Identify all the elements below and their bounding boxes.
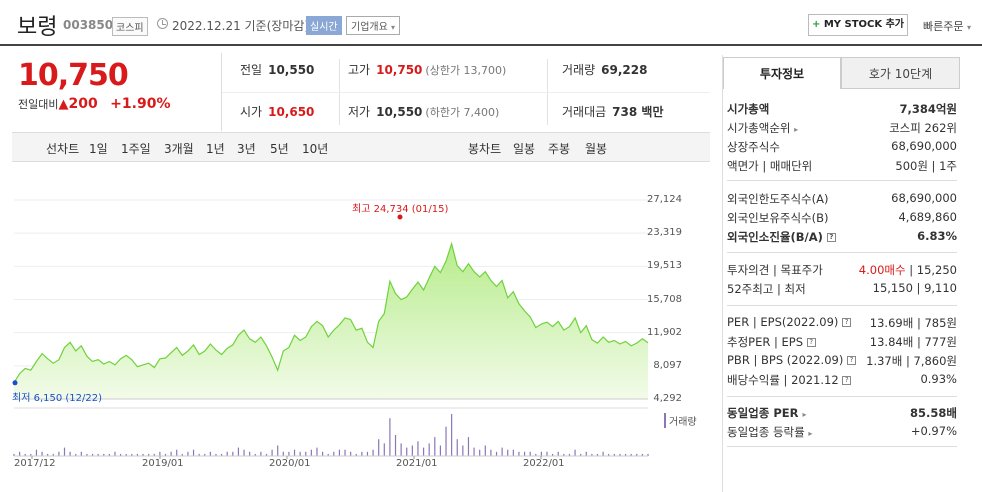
trade-amount: 거래대금 738 백만 <box>562 105 664 119</box>
line-chart-label: 선차트 <box>46 142 80 156</box>
help-icon: ? <box>826 233 836 242</box>
prev-close: 전일 10,550 <box>240 63 315 77</box>
company-info-dropdown[interactable]: 기업개요 ▾ <box>346 16 401 35</box>
y-tick-label: 15,708 <box>647 293 682 305</box>
plus-icon: + <box>811 19 821 30</box>
dividend-row[interactable]: 배당수익률 | 2021.12 ? 0.93% <box>727 372 957 387</box>
candle-tab-2[interactable]: 월봉 <box>585 142 608 156</box>
stock-code: 003850 <box>63 18 114 32</box>
chevron-right-icon: ▸ <box>794 125 799 134</box>
company-info-label: 기업개요 <box>351 22 388 33</box>
volume: 거래량 69,228 <box>562 63 648 77</box>
clock-icon <box>157 18 168 29</box>
change-label: 전일대비 <box>18 98 59 111</box>
y-tick-label: 4,292 <box>653 393 682 404</box>
base-date: 2022.12.21 기준(장마감) <box>172 19 310 33</box>
help-icon: ? <box>806 338 816 347</box>
y-tick-label: 27,124 <box>647 194 682 205</box>
x-tick-label: 2017/12 <box>14 458 56 469</box>
w52-row: 52주최고 | 최저 15,150 | 9,110 <box>727 281 957 296</box>
right-panel <box>722 55 962 492</box>
change-percent: +1.90% <box>110 96 171 112</box>
high-price: 고가 10,750 (상한가 13,700) <box>348 63 507 77</box>
price-box <box>12 53 222 131</box>
stock-header <box>0 0 982 46</box>
x-tick-label: 2022/01 <box>523 458 565 469</box>
max-label: 최고 24,734 (01/15) <box>352 204 449 215</box>
y-tick-label: 19,513 <box>647 260 682 272</box>
peer-rate-row[interactable]: 동일업종 등락률 ▸ +0.97% <box>727 424 957 439</box>
chart-tab-bar <box>12 132 710 162</box>
my-stock-add-button[interactable]: + MY STOCK 추가 <box>808 14 908 36</box>
period-tab-3[interactable]: 1년 <box>206 142 225 156</box>
current-price: 10,750 <box>18 58 129 93</box>
cap-rank-row[interactable]: 시가총액순위 ▸ 코스피 262위 <box>727 121 957 135</box>
stock-name: 보령 <box>17 15 58 40</box>
tab-invest-info[interactable]: 투자정보 <box>723 57 841 89</box>
period-tab-5[interactable]: 5년 <box>270 142 289 156</box>
candle-tab-1[interactable]: 주봉 <box>548 142 571 156</box>
candle-chart-label: 봉차트 <box>468 142 502 156</box>
period-tab-0[interactable]: 1일 <box>89 142 108 156</box>
est-per-row[interactable]: 추정PER | EPS ? 13.84배 | 777원 <box>727 335 957 349</box>
quick-order-dropdown[interactable]: 빠른주문 ▾ <box>923 18 971 34</box>
x-tick-label: 2019/01 <box>142 458 184 469</box>
change-row: 전일대비▲200 +1.90% <box>18 96 170 112</box>
period-tab-1[interactable]: 1주일 <box>121 142 151 156</box>
chevron-right-icon: ▸ <box>802 410 807 419</box>
candle-tab-0[interactable]: 일봉 <box>513 142 536 156</box>
tab-orderbook[interactable]: 호가 10단계 <box>841 57 960 89</box>
market-badge: 코스피 <box>112 17 148 36</box>
quick-order-label: 빠른주문 <box>923 20 964 33</box>
x-tick-label: 2020/01 <box>269 458 311 469</box>
chevron-right-icon: ▸ <box>808 429 813 438</box>
per-row[interactable]: PER | EPS(2022.09) ? 13.69배 | 785원 <box>727 315 957 330</box>
low-price: 저가 10,550 (하한가 7,400) <box>348 105 500 119</box>
y-tick-label: 8,097 <box>653 359 682 371</box>
pbr-row[interactable]: PBR | BPS (2022.09) ? 1.37배 | 7,860원 <box>727 353 957 368</box>
price-line <box>13 241 649 384</box>
chevron-down-icon: ▾ <box>391 23 396 32</box>
peer-per-row[interactable]: 동일업종 PER ▸ 85.58배 <box>727 406 957 420</box>
open-price: 시가 10,650 <box>240 105 315 119</box>
chevron-down-icon: ▾ <box>966 23 971 32</box>
help-icon: ? <box>842 376 852 385</box>
period-tab-4[interactable]: 3년 <box>237 142 256 156</box>
max-marker <box>397 214 403 220</box>
market-cap-row: 시가총액 7,384억원 <box>727 102 957 116</box>
price-chart-svg <box>12 199 649 459</box>
opinion-row: 투자의견 | 목표주가 4.00매수 | 15,250 <box>727 263 957 277</box>
foreign-limit-row: 외국인한도주식수(A) 68,690,000 <box>727 191 957 206</box>
my-stock-label: MY STOCK 추가 <box>823 19 905 30</box>
volume-legend: 거래량 <box>664 413 697 428</box>
par-row: 액면가 | 매매단위 500원 | 1주 <box>727 159 957 173</box>
help-icon: ? <box>842 318 852 327</box>
foreign-rate-row[interactable]: 외국인소진율(B/A) ? 6.83% <box>727 229 957 244</box>
min-marker <box>12 380 18 386</box>
y-tick-label: 23,319 <box>647 227 682 239</box>
period-tab-2[interactable]: 3개월 <box>164 142 194 156</box>
y-tick-label: 11,902 <box>647 326 682 338</box>
shares-row: 상장주식수 68,690,000 <box>727 139 957 154</box>
min-label: 최저 6,150 (12/22) <box>12 393 103 404</box>
help-icon: ? <box>846 356 856 365</box>
foreign-hold-row: 외국인보유주식수(B) 4,689,860 <box>727 210 957 225</box>
price-chart[interactable]: 27,124 23,319 19,513 15,708 11,902 8,097 4,292… <box>12 163 710 492</box>
realtime-button[interactable]: 실시간 <box>306 16 342 35</box>
x-tick-label: 2021/01 <box>396 458 438 469</box>
period-tab-6[interactable]: 10년 <box>302 142 329 156</box>
price-area <box>14 243 648 399</box>
change-amount: 200 <box>68 96 98 112</box>
up-triangle-icon: ▲ <box>58 97 69 112</box>
